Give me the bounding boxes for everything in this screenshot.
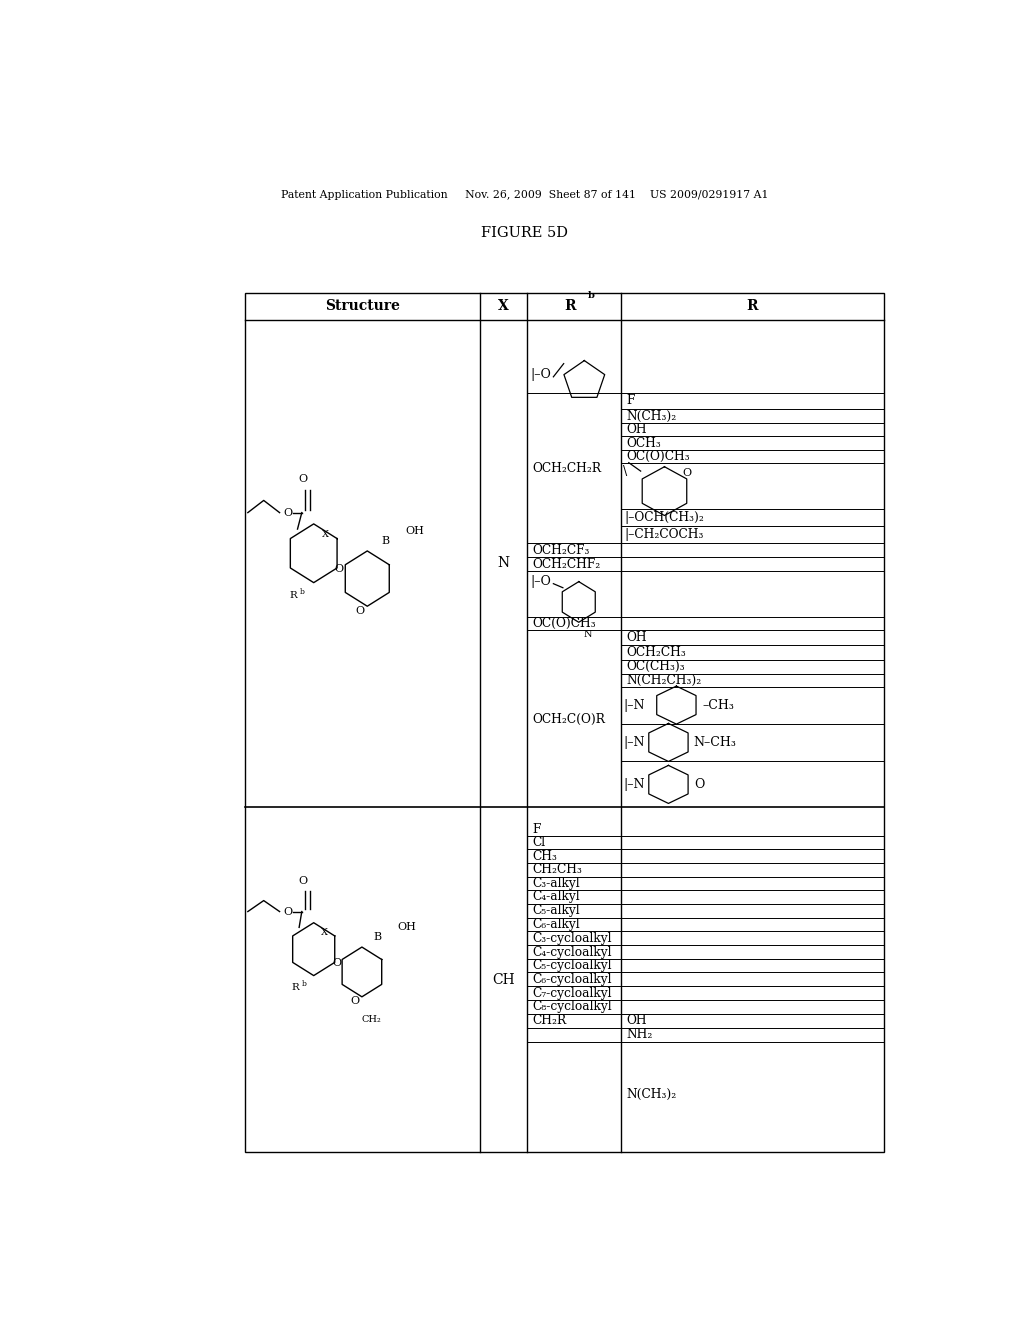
Text: X: X (322, 928, 328, 937)
Text: OC(O)CH₃: OC(O)CH₃ (531, 616, 596, 630)
Text: OC(CH₃)₃: OC(CH₃)₃ (627, 660, 685, 673)
Text: Structure: Structure (326, 300, 400, 313)
Text: |–N: |–N (624, 698, 645, 711)
Text: –CH₃: –CH₃ (702, 698, 734, 711)
Text: N(CH₃)₂: N(CH₃)₂ (627, 409, 677, 422)
Text: FIGURE 5D: FIGURE 5D (481, 226, 568, 240)
Text: R: R (746, 300, 758, 313)
Text: OCH₂CH₃: OCH₂CH₃ (627, 645, 686, 659)
Text: \: \ (624, 466, 628, 478)
Text: O: O (683, 467, 692, 478)
Text: CH₂CH₃: CH₂CH₃ (531, 863, 582, 876)
Text: C₇-cycloalkyl: C₇-cycloalkyl (531, 986, 611, 999)
Text: Cl: Cl (531, 836, 545, 849)
Text: |–OCH(CH₃)₂: |–OCH(CH₃)₂ (624, 511, 703, 524)
Text: CH₂R: CH₂R (531, 1014, 566, 1027)
Text: C₈-cycloalkyl: C₈-cycloalkyl (531, 1001, 611, 1014)
Text: O: O (693, 777, 705, 791)
Text: OH: OH (627, 424, 647, 437)
Text: CH₃: CH₃ (531, 850, 557, 862)
Text: O: O (299, 876, 308, 886)
Text: N: N (498, 557, 510, 570)
Text: C₃-cycloalkyl: C₃-cycloalkyl (531, 932, 611, 945)
Text: F: F (627, 395, 635, 408)
Text: C₃-alkyl: C₃-alkyl (531, 876, 580, 890)
Text: b: b (588, 290, 595, 300)
Text: R: R (292, 983, 299, 993)
Text: C₄-cycloalkyl: C₄-cycloalkyl (531, 945, 611, 958)
Text: O: O (284, 508, 293, 517)
Text: OH: OH (627, 631, 647, 644)
Text: OCH₂CF₃: OCH₂CF₃ (531, 544, 590, 557)
Text: X: X (499, 300, 509, 313)
Text: C₅-cycloalkyl: C₅-cycloalkyl (531, 960, 611, 973)
Text: R: R (564, 300, 575, 313)
Text: OCH₂CHF₂: OCH₂CHF₂ (531, 557, 600, 570)
Text: |–O: |–O (530, 576, 551, 589)
Text: |–O: |–O (530, 368, 551, 381)
Text: N(CH₂CH₃)₂: N(CH₂CH₃)₂ (627, 673, 701, 686)
Bar (246, 293, 884, 1152)
Text: C₆-alkyl: C₆-alkyl (531, 917, 580, 931)
Text: R: R (290, 591, 298, 601)
Text: b: b (300, 587, 305, 595)
Text: Patent Application Publication     Nov. 26, 2009  Sheet 87 of 141    US 2009/029: Patent Application Publication Nov. 26, … (281, 190, 769, 201)
Text: |–N: |–N (624, 777, 645, 791)
Text: |–N: |–N (624, 737, 645, 748)
Text: N: N (584, 630, 592, 639)
Text: CH: CH (493, 973, 515, 986)
Text: OH: OH (404, 525, 424, 536)
Text: OH: OH (397, 921, 417, 932)
Text: NH₂: NH₂ (627, 1028, 652, 1041)
Text: C₄-alkyl: C₄-alkyl (531, 890, 580, 903)
Text: b: b (301, 981, 306, 989)
Text: O: O (335, 564, 344, 574)
Text: O: O (299, 474, 308, 484)
Text: N(CH₃)₂: N(CH₃)₂ (627, 1088, 677, 1101)
Text: OCH₂C(O)R: OCH₂C(O)R (531, 713, 605, 726)
Text: B: B (381, 536, 389, 545)
Text: CH₂: CH₂ (361, 1015, 381, 1024)
Text: OC(O)CH₃: OC(O)CH₃ (627, 450, 690, 463)
Text: OH: OH (627, 1014, 647, 1027)
Text: OCH₃: OCH₃ (627, 437, 662, 450)
Text: F: F (531, 822, 541, 836)
Text: B: B (374, 932, 382, 942)
Text: N–CH₃: N–CH₃ (693, 737, 736, 748)
Text: C₅-alkyl: C₅-alkyl (531, 904, 580, 917)
Text: OCH₂CH₂R: OCH₂CH₂R (531, 462, 601, 475)
Text: O: O (332, 958, 341, 968)
Text: O: O (284, 907, 293, 916)
Text: X: X (323, 529, 330, 539)
Text: O: O (350, 997, 359, 1006)
Text: C₆-cycloalkyl: C₆-cycloalkyl (531, 973, 611, 986)
Text: O: O (355, 606, 365, 616)
Text: |–CH₂COCH₃: |–CH₂COCH₃ (624, 528, 703, 541)
